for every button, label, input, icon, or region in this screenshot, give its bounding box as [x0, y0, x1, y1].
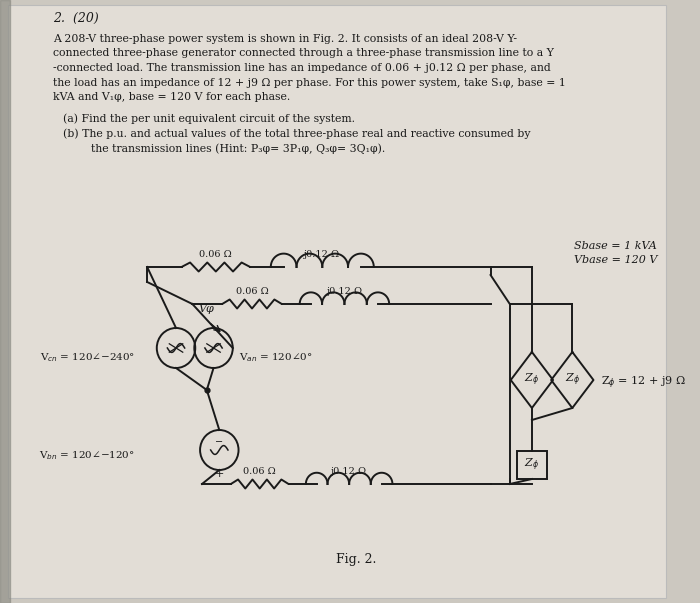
Text: (b) The p.u. and actual values of the total three-phase real and reactive consum: (b) The p.u. and actual values of the to… [62, 128, 530, 139]
Text: V$_{bn}$ = 120∠−120°: V$_{bn}$ = 120∠−120° [39, 449, 134, 462]
Text: Sbase = 1 kVA: Sbase = 1 kVA [574, 241, 657, 251]
Text: kVA and V₁φ, base = 120 V for each phase.: kVA and V₁φ, base = 120 V for each phase… [53, 92, 290, 102]
Text: 0.06 Ω: 0.06 Ω [199, 250, 232, 259]
Text: A 208-V three-phase power system is shown in Fig. 2. It consists of an ideal 208: A 208-V three-phase power system is show… [53, 34, 517, 44]
Text: (a) Find the per unit equivalent circuit of the system.: (a) Find the per unit equivalent circuit… [62, 114, 354, 124]
Text: Vbase = 120 V: Vbase = 120 V [574, 255, 657, 265]
Text: 0.06 Ω: 0.06 Ω [236, 287, 268, 296]
Text: V$_{an}$ = 120∠0°: V$_{an}$ = 120∠0° [239, 351, 312, 364]
Text: Z$_\phi$: Z$_\phi$ [524, 457, 540, 473]
Text: -connected load. The transmission line has an impedance of 0.06 + j0.12 Ω per ph: -connected load. The transmission line h… [53, 63, 551, 73]
Text: the transmission lines (Hint: P₃φ= 3P₁φ, Q₃φ= 3Q₁φ).: the transmission lines (Hint: P₃φ= 3P₁φ,… [77, 143, 385, 154]
Text: 0.06 Ω: 0.06 Ω [244, 467, 276, 476]
Text: j0.12 Ω: j0.12 Ω [331, 467, 368, 476]
Text: −: − [215, 437, 223, 447]
Text: j0.12 Ω: j0.12 Ω [304, 250, 340, 259]
Text: +: + [215, 469, 224, 479]
Text: V$_{cn}$ = 120∠−240°: V$_{cn}$ = 120∠−240° [39, 351, 134, 364]
Text: Vφ: Vφ [198, 304, 214, 314]
FancyBboxPatch shape [8, 5, 666, 598]
Text: j0.12 Ω: j0.12 Ω [326, 287, 363, 296]
Text: connected three-phase generator connected through a three-phase transmission lin: connected three-phase generator connecte… [53, 48, 554, 58]
Text: Fig. 2.: Fig. 2. [336, 553, 376, 566]
Text: the load has an impedance of 12 + j9 Ω per phase. For this power system, take S₁: the load has an impedance of 12 + j9 Ω p… [53, 78, 566, 87]
Text: 2.  (20): 2. (20) [53, 12, 99, 25]
Text: Z$_\phi$ = 12 + j9 Ω: Z$_\phi$ = 12 + j9 Ω [601, 374, 686, 391]
Text: Z$_\phi$: Z$_\phi$ [565, 372, 580, 388]
Text: Z$_\phi$: Z$_\phi$ [524, 372, 540, 388]
